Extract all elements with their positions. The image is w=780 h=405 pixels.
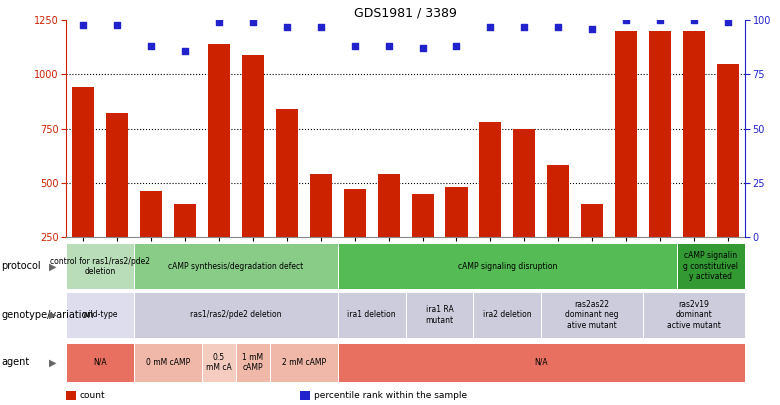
Point: [281, 23, 293, 30]
Text: wild-type: wild-type: [83, 310, 118, 320]
Text: cAMP signaling disruption: cAMP signaling disruption: [458, 262, 557, 271]
Bar: [134, 343, 202, 382]
Point: [382, 43, 395, 49]
Bar: [202, 343, 236, 382]
Point: [111, 21, 123, 28]
Point: [145, 43, 158, 49]
Bar: [683, 31, 705, 291]
Point: [484, 23, 497, 30]
Point: [688, 17, 700, 23]
Point: [552, 23, 565, 30]
Bar: [548, 165, 569, 291]
Text: protocol: protocol: [2, 261, 41, 271]
Text: percentile rank within the sample: percentile rank within the sample: [314, 391, 466, 400]
Point: [314, 23, 327, 30]
Text: 1 mM
cAMP: 1 mM cAMP: [243, 353, 264, 372]
Bar: [73, 87, 94, 291]
Point: [213, 19, 225, 26]
Point: [518, 23, 530, 30]
Text: ira1 deletion: ira1 deletion: [347, 310, 396, 320]
Text: ras2v19
dominant
active mutant: ras2v19 dominant active mutant: [667, 300, 721, 330]
Text: N/A: N/A: [534, 358, 548, 367]
Text: ira2 deletion: ira2 deletion: [483, 310, 532, 320]
Bar: [236, 343, 270, 382]
Text: ▶: ▶: [49, 310, 57, 320]
Text: 2 mM cAMP: 2 mM cAMP: [282, 358, 326, 367]
Text: 0 mM cAMP: 0 mM cAMP: [146, 358, 190, 367]
Text: ras1/ras2/pde2 deletion: ras1/ras2/pde2 deletion: [190, 310, 282, 320]
Point: [417, 45, 429, 52]
Bar: [677, 243, 745, 289]
Point: [450, 43, 463, 49]
Text: count: count: [80, 391, 105, 400]
Bar: [480, 122, 502, 291]
Text: ras2as22
dominant neg
ative mutant: ras2as22 dominant neg ative mutant: [566, 300, 619, 330]
Bar: [134, 243, 338, 289]
Text: ▶: ▶: [49, 358, 57, 367]
Bar: [717, 64, 739, 291]
Title: GDS1981 / 3389: GDS1981 / 3389: [354, 6, 457, 19]
Bar: [649, 31, 671, 291]
Point: [722, 19, 734, 26]
Point: [620, 17, 633, 23]
Bar: [338, 343, 745, 382]
Bar: [513, 129, 535, 291]
Point: [654, 17, 666, 23]
Point: [77, 21, 90, 28]
Bar: [106, 113, 128, 291]
Point: [246, 19, 259, 26]
Bar: [338, 292, 406, 338]
Bar: [473, 292, 541, 338]
Text: ▶: ▶: [49, 261, 57, 271]
Bar: [66, 292, 134, 338]
Bar: [541, 292, 643, 338]
Bar: [276, 109, 298, 291]
Bar: [344, 189, 366, 291]
Bar: [174, 205, 196, 291]
Bar: [134, 292, 338, 338]
Text: control for ras1/ras2/pde2
deletion: control for ras1/ras2/pde2 deletion: [50, 257, 151, 276]
Text: cAMP signalin
g constitutivel
y activated: cAMP signalin g constitutivel y activate…: [683, 252, 739, 281]
Bar: [338, 243, 677, 289]
Bar: [643, 292, 745, 338]
Bar: [242, 55, 264, 291]
Bar: [378, 174, 399, 291]
Bar: [615, 31, 637, 291]
Text: N/A: N/A: [94, 358, 107, 367]
Text: ira1 RA
mutant: ira1 RA mutant: [425, 305, 454, 324]
Text: agent: agent: [2, 358, 30, 367]
Bar: [66, 343, 134, 382]
Text: 0.5
mM cA: 0.5 mM cA: [206, 353, 232, 372]
Bar: [66, 243, 134, 289]
Text: cAMP synthesis/degradation defect: cAMP synthesis/degradation defect: [168, 262, 303, 271]
Point: [349, 43, 361, 49]
Text: genotype/variation: genotype/variation: [2, 310, 94, 320]
Bar: [581, 205, 603, 291]
Bar: [208, 44, 230, 291]
Point: [586, 26, 598, 32]
Bar: [270, 343, 338, 382]
Bar: [445, 187, 467, 291]
Bar: [412, 194, 434, 291]
Bar: [406, 292, 473, 338]
Bar: [310, 174, 332, 291]
Bar: [140, 192, 162, 291]
Point: [179, 47, 191, 54]
